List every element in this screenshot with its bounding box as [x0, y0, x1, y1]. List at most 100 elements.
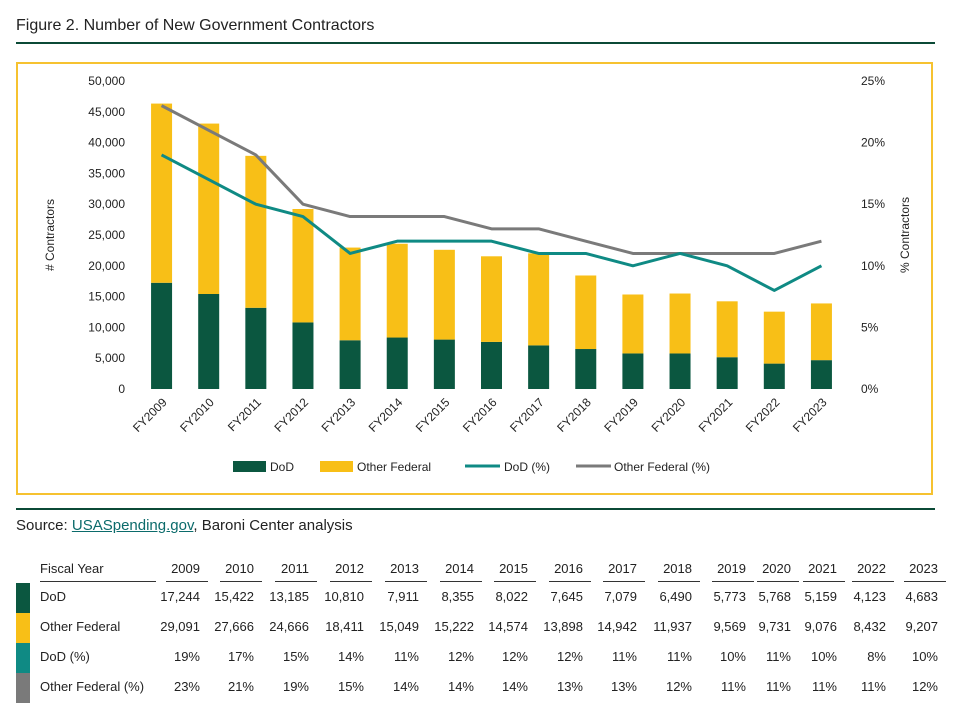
- table-cell: 11%: [611, 649, 637, 664]
- y-tick-label: 30,000: [88, 197, 125, 211]
- bar-other-federal: [339, 247, 361, 341]
- table-header-year: 2012: [335, 561, 364, 576]
- x-tick-label: FY2012: [271, 395, 311, 435]
- header-underline: [712, 581, 754, 582]
- bar-other-federal: [716, 301, 738, 358]
- table-cell: 11%: [765, 679, 791, 694]
- bar-dod: [481, 341, 502, 389]
- x-tick-label: FY2018: [554, 395, 594, 435]
- header-underline: [494, 581, 536, 582]
- legend-label-other-federal: Other Federal: [357, 460, 431, 474]
- table-cell: 14%: [392, 679, 419, 694]
- x-tick-label: FY2017: [507, 395, 547, 435]
- table-cell: 9,569: [713, 619, 746, 634]
- y-tick-label: 40,000: [88, 136, 125, 150]
- table-cell: 13%: [556, 679, 583, 694]
- x-tick-label: FY2020: [649, 395, 689, 435]
- table-cell: 17%: [227, 649, 254, 664]
- legend-swatch-dod: [233, 461, 266, 472]
- x-tick-label: FY2021: [696, 395, 736, 435]
- table-cell: 18,411: [325, 619, 364, 634]
- table-cell: 5,159: [804, 589, 837, 604]
- y2-tick-label: 20%: [861, 136, 885, 150]
- row-label: Other Federal (%): [40, 679, 145, 694]
- table-header-year: 2013: [390, 561, 419, 576]
- row-label: Other Federal: [40, 619, 121, 634]
- row-color-swatch: [16, 673, 30, 703]
- bar-dod: [245, 307, 267, 389]
- bar-dod: [669, 353, 691, 389]
- header-underline: [220, 581, 262, 582]
- table-cell: 11%: [765, 649, 791, 664]
- bar-dod: [575, 349, 597, 389]
- table-cell: 7,911: [387, 589, 419, 604]
- y-tick-label: 25,000: [88, 228, 125, 242]
- table-row: DoD 17,244 15,422 13,185 10,810 7,911 8,355 8,0…: [16, 583, 946, 613]
- source-rule: [16, 508, 935, 510]
- bar-dod: [528, 345, 550, 389]
- bar-dod: [810, 360, 832, 389]
- table-cell: 11%: [666, 649, 692, 664]
- header-underline: [603, 581, 645, 582]
- table-cell: 4,123: [853, 589, 886, 604]
- header-underline: [330, 581, 372, 582]
- table-cell: 27,666: [214, 619, 254, 634]
- bar-dod: [433, 339, 455, 389]
- table-header-year: 2021: [808, 561, 837, 576]
- row-color-swatch: [16, 613, 30, 643]
- header-underline: [757, 581, 799, 582]
- row-label: DoD: [40, 589, 67, 604]
- table-cell: 8,355: [441, 589, 474, 604]
- table-cell: 13%: [610, 679, 637, 694]
- y2-tick-label: 5%: [861, 320, 879, 334]
- table-header-year: 2009: [171, 561, 200, 576]
- table-cell: 7,079: [604, 589, 637, 604]
- header-underline: [40, 581, 156, 582]
- x-tick-label: FY2019: [601, 395, 641, 435]
- bar-dod: [622, 353, 644, 389]
- table-cell: 14,942: [597, 619, 637, 634]
- x-tick-label: FY2011: [225, 395, 264, 434]
- header-underline: [904, 581, 946, 582]
- header-underline: [385, 581, 427, 582]
- table-cell: 8,022: [495, 589, 528, 604]
- y2-tick-label: 15%: [861, 197, 885, 211]
- bar-dod: [292, 322, 314, 389]
- source-link[interactable]: USASpending.gov: [71, 517, 194, 534]
- table-cell: 5,773: [713, 589, 746, 604]
- bar-other-federal: [198, 123, 220, 295]
- bar-other-federal: [151, 103, 173, 283]
- table-header-year: 2011: [281, 561, 309, 576]
- bar-other-federal: [763, 311, 785, 364]
- source-rest: , Baroni Center analysis: [193, 517, 353, 534]
- bar-other-federal: [622, 294, 644, 354]
- table-header-year: 2015: [499, 561, 528, 576]
- bar-other-federal: [245, 155, 267, 308]
- bar-other-federal: [386, 243, 408, 338]
- bar-dod: [339, 340, 361, 389]
- row-label: DoD (%): [40, 649, 90, 664]
- bar-dod: [198, 294, 220, 389]
- table-header-year: 2010: [225, 561, 254, 576]
- y2-tick-label: 25%: [861, 74, 885, 88]
- table-cell: 4,683: [905, 589, 938, 604]
- table-header-year: 2018: [663, 561, 692, 576]
- bar-other-federal: [810, 303, 832, 361]
- y-tick-label: 15,000: [88, 290, 125, 304]
- table-cell: 8%: [867, 649, 886, 664]
- table-header-row: Fiscal Year 2009 2010 2011 2012 2013 2014 2015 2…: [16, 555, 946, 585]
- x-tick-label: FY2009: [130, 395, 170, 435]
- y2-tick-label: 10%: [861, 259, 885, 273]
- table-cell: 10%: [911, 649, 938, 664]
- y-tick-label: 50,000: [88, 74, 125, 88]
- y2-tick-label: 0%: [861, 382, 879, 396]
- table-cell: 7,645: [550, 589, 583, 604]
- table-cell: 10%: [810, 649, 837, 664]
- table-cell: 15,049: [379, 619, 419, 634]
- table-cell: 6,490: [659, 589, 692, 604]
- y-tick-label: 20,000: [88, 259, 125, 273]
- x-tick-label: FY2016: [460, 395, 500, 435]
- header-underline: [440, 581, 482, 582]
- legend-label-other-federal-pct: Other Federal (%): [614, 460, 710, 474]
- table-cell: 14%: [447, 679, 474, 694]
